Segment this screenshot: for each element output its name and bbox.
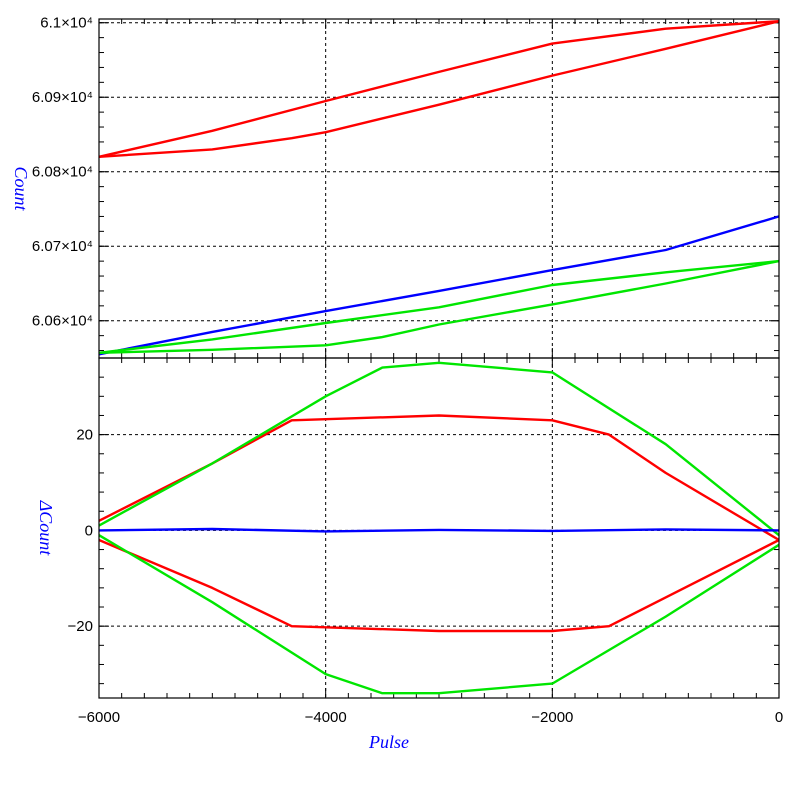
- top-panel: 6.06×10⁴ 6.07×10⁴ 6.08×10⁴ 6.09×10⁴ 6.1×10⁴ C…: [11, 15, 780, 359]
- series-line-5: [98, 527, 780, 533]
- series-line-2: [98, 538, 780, 633]
- x-tick-label: −4000: [305, 709, 347, 726]
- series-line-4: [98, 534, 780, 695]
- series-line-3: [98, 361, 780, 537]
- y-tick-label: 0: [85, 522, 93, 539]
- series-line-1: [98, 20, 780, 158]
- series-line-2: [98, 20, 780, 158]
- y-tick-label: −20: [68, 618, 93, 635]
- y-axis-label: Count: [11, 166, 31, 211]
- x-tick-label: 0: [775, 709, 783, 726]
- bottom-panel: −20 0 20 ΔCount −6000 −4000 −2000 0 Pulse: [36, 357, 783, 752]
- y-tick-label: 20: [76, 427, 93, 444]
- y-tick-label: 6.07×10⁴: [32, 238, 93, 255]
- x-tick-label: −2000: [531, 709, 573, 726]
- plot-frame: [98, 357, 780, 699]
- series-line-5: [98, 259, 780, 354]
- y-axis-label: ΔCount: [36, 500, 56, 557]
- y-tick-label: 6.09×10⁴: [32, 89, 93, 106]
- series-line-3: [98, 215, 780, 356]
- x-tick-label: −6000: [78, 709, 120, 726]
- series-line-4: [98, 259, 780, 354]
- y-tick-label: 6.1×10⁴: [40, 15, 93, 32]
- x-axis-label: Pulse: [368, 732, 409, 752]
- y-tick-label: 6.06×10⁴: [32, 313, 93, 330]
- y-tick-label: 6.08×10⁴: [32, 164, 93, 181]
